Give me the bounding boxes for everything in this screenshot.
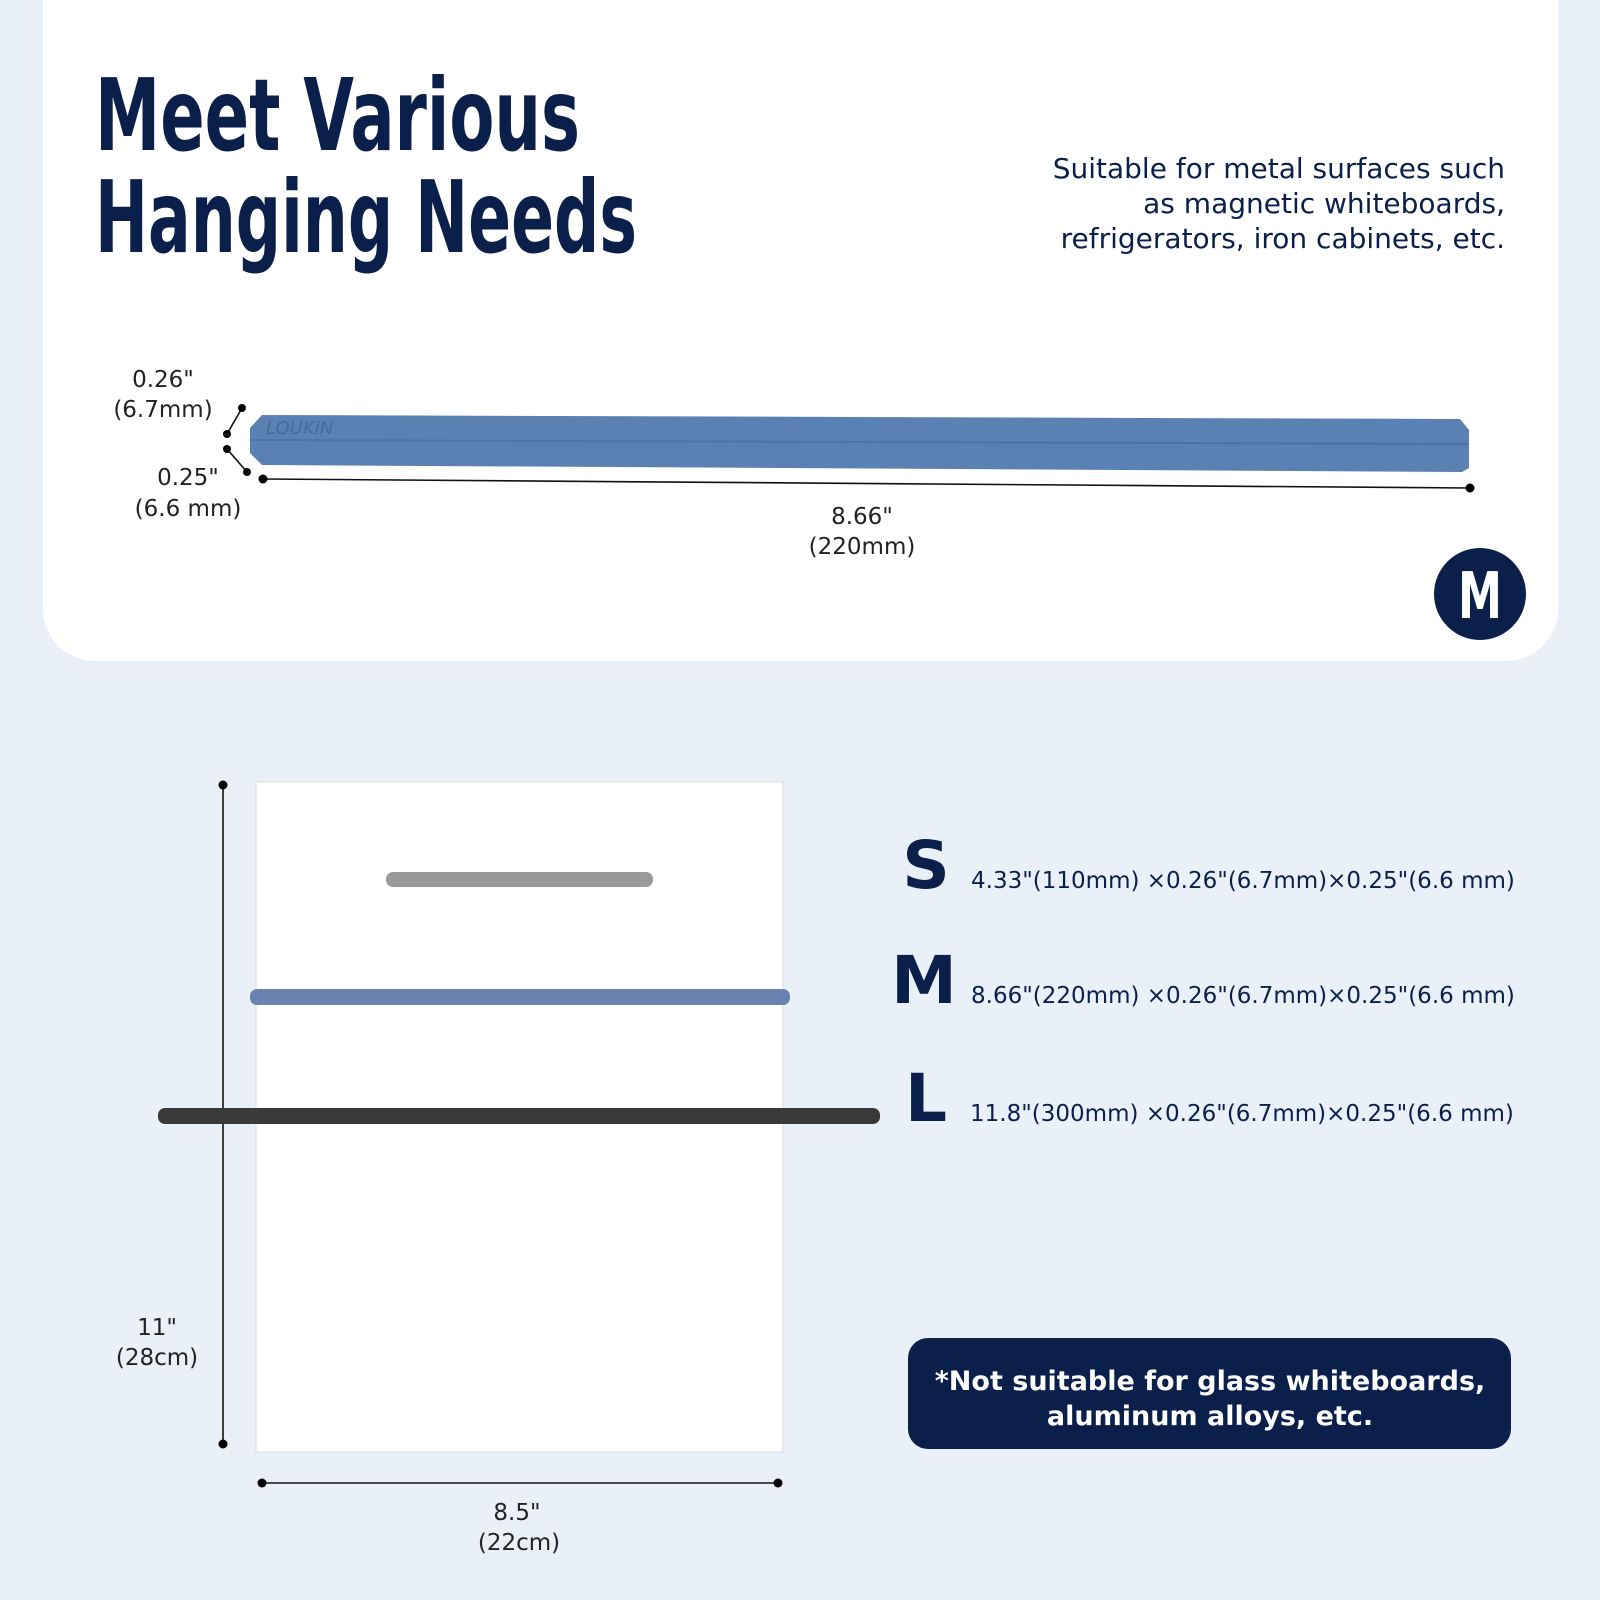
top-card: [43, 0, 1558, 661]
size-spec: 8.66"(220mm) ×0.26"(6.7mm)×0.25"(6.6 mm): [971, 983, 1515, 1009]
dimension-label: (6.7mm): [113, 397, 212, 423]
bar-m: [250, 989, 790, 1005]
note-line: aluminum alloys, etc.: [1047, 1401, 1373, 1432]
description-line: refrigerators, iron cabinets, etc.: [1061, 222, 1505, 255]
dimension-label: (6.6 mm): [135, 496, 242, 522]
size-badge-label: M: [1458, 560, 1502, 634]
size-spec: 11.8"(300mm) ×0.26"(6.7mm)×0.25"(6.6 mm): [970, 1101, 1514, 1127]
dimension-label: (220mm): [809, 534, 916, 560]
size-letter: L: [905, 1060, 947, 1137]
title-line: Hanging Needs: [95, 159, 637, 276]
note-box: [908, 1338, 1511, 1449]
size-spec: 4.33"(110mm) ×0.26"(6.7mm)×0.25"(6.6 mm): [971, 868, 1515, 894]
product-bar: [250, 415, 1469, 472]
dimension-lines: [218, 404, 1475, 1488]
bar-l: [158, 1108, 880, 1124]
brand-logo: LOUKIN: [266, 418, 333, 439]
title-line: Meet Various: [95, 57, 580, 174]
dimension-label: (28cm): [116, 1345, 198, 1371]
description-line: as magnetic whiteboards,: [1143, 187, 1505, 220]
dimension-label: 8.66": [831, 504, 893, 530]
dimension-label: 0.25": [157, 465, 219, 491]
bar-s: [386, 872, 653, 887]
dimension-label: 8.5": [493, 1500, 540, 1526]
note-line: *Not suitable for glass whiteboards,: [935, 1366, 1486, 1397]
size-letter: M: [891, 942, 957, 1019]
dimension-label: 0.26": [132, 367, 194, 393]
size-badge: [1434, 548, 1526, 640]
description-line: Suitable for metal surfaces such: [1053, 152, 1505, 185]
bar-edge: [249, 439, 1470, 445]
dimension-label: 11": [137, 1315, 177, 1341]
size-letter: S: [902, 827, 950, 904]
dimension-label: (22cm): [478, 1530, 560, 1556]
